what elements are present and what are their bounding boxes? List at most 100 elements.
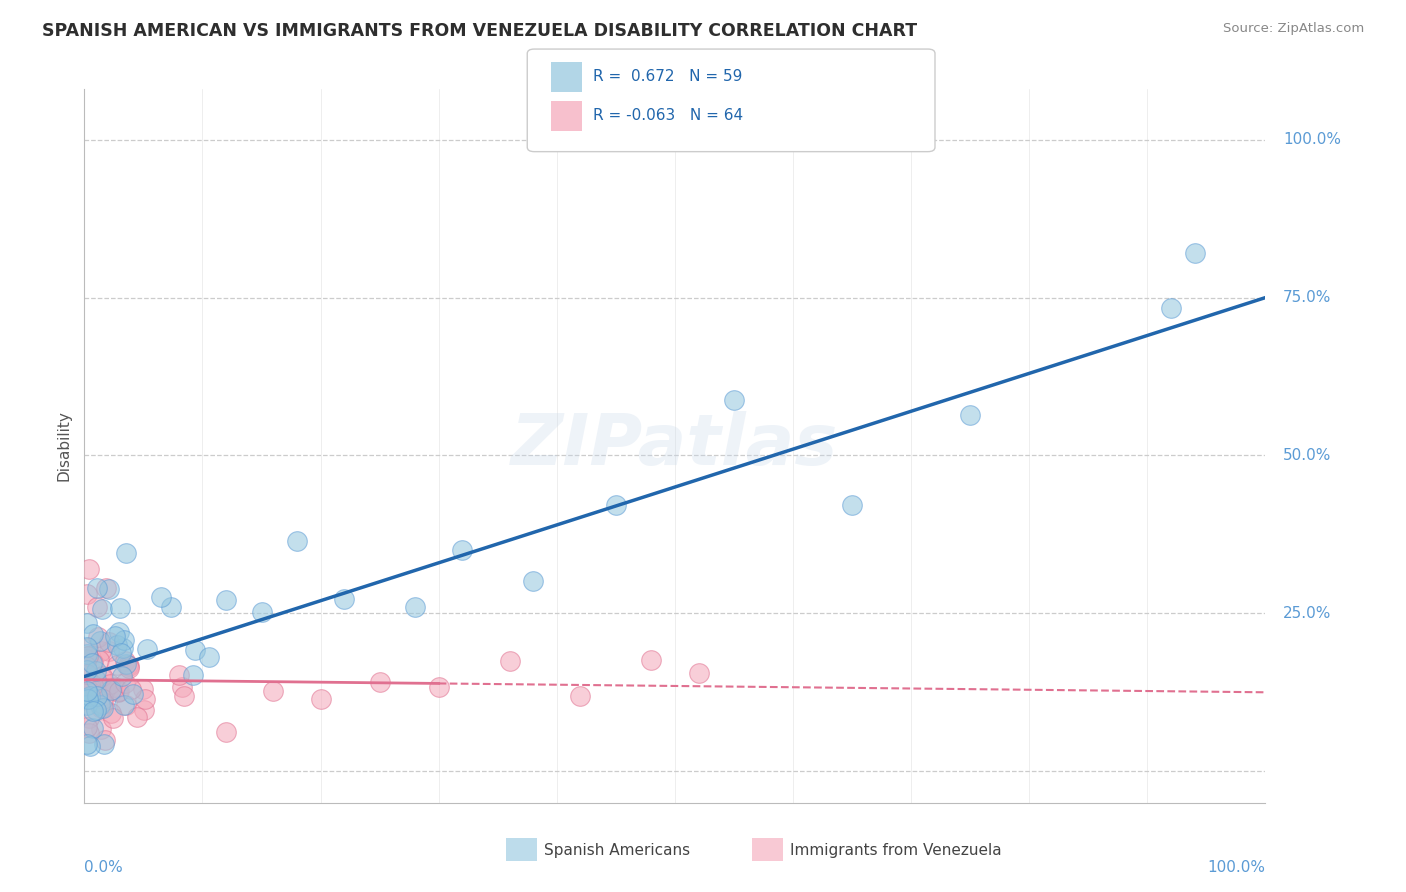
Text: Source: ZipAtlas.com: Source: ZipAtlas.com <box>1223 22 1364 36</box>
Point <box>98 644 121 658</box>
Text: 25.0%: 25.0% <box>1284 606 1331 621</box>
Point <box>522 574 544 589</box>
Point <box>132 681 155 696</box>
Point <box>107 685 129 699</box>
Point <box>76 663 98 677</box>
Point <box>82 678 104 692</box>
Point <box>76 691 98 706</box>
Point <box>105 639 128 653</box>
Text: Spanish Americans: Spanish Americans <box>544 843 690 857</box>
Point <box>90 644 112 658</box>
Point <box>118 661 141 675</box>
Point <box>309 692 332 706</box>
Point <box>93 701 115 715</box>
Point <box>250 605 273 619</box>
Point <box>84 664 107 678</box>
Point <box>93 732 115 747</box>
Point <box>149 591 172 605</box>
Point <box>104 681 127 695</box>
Point <box>97 582 120 596</box>
Text: 50.0%: 50.0% <box>1284 448 1331 463</box>
Point <box>82 721 104 735</box>
Point <box>1160 301 1182 315</box>
Text: R = -0.063   N = 64: R = -0.063 N = 64 <box>593 109 744 123</box>
Point <box>215 724 238 739</box>
Point <box>100 683 122 698</box>
Point <box>368 675 391 690</box>
Point <box>498 654 520 668</box>
Point <box>97 635 120 649</box>
Point <box>76 648 98 663</box>
Point <box>79 739 101 753</box>
Point <box>605 499 627 513</box>
Point <box>77 641 100 656</box>
Point <box>77 691 100 706</box>
Point <box>640 653 662 667</box>
Point <box>79 682 101 697</box>
Point <box>120 682 142 697</box>
Point <box>215 593 238 607</box>
Point <box>77 726 100 740</box>
Point <box>172 680 194 694</box>
Text: 75.0%: 75.0% <box>1284 290 1331 305</box>
Point <box>91 692 114 706</box>
Point <box>77 710 100 724</box>
Point <box>79 562 101 576</box>
Point <box>90 701 112 715</box>
Point <box>75 658 97 673</box>
Point <box>76 647 98 661</box>
Point <box>84 703 107 717</box>
Point <box>87 653 110 667</box>
Point <box>111 669 134 683</box>
Point <box>100 706 122 720</box>
Point <box>93 737 115 751</box>
Point <box>100 683 122 698</box>
Point <box>82 627 104 641</box>
Point <box>688 666 710 681</box>
Text: ZIPatlas: ZIPatlas <box>512 411 838 481</box>
Point <box>198 650 221 665</box>
Point <box>76 587 98 601</box>
Point <box>285 534 308 549</box>
Point <box>87 630 110 644</box>
Point <box>117 657 139 672</box>
Point <box>1184 246 1206 260</box>
Point <box>104 629 127 643</box>
Point <box>451 543 474 558</box>
Point <box>117 659 139 673</box>
Point <box>333 592 356 607</box>
Point <box>86 581 108 595</box>
Text: SPANISH AMERICAN VS IMMIGRANTS FROM VENEZUELA DISABILITY CORRELATION CHART: SPANISH AMERICAN VS IMMIGRANTS FROM VENE… <box>42 22 917 40</box>
Point <box>98 677 121 691</box>
Point <box>86 600 108 615</box>
Point <box>181 667 204 681</box>
Point <box>90 670 112 684</box>
Point <box>112 698 135 712</box>
Text: R =  0.672   N = 59: R = 0.672 N = 59 <box>593 70 742 84</box>
Point <box>94 683 117 698</box>
Point <box>110 646 132 660</box>
Point <box>167 668 190 682</box>
Point <box>94 681 117 695</box>
Point <box>93 698 115 712</box>
Point <box>76 698 98 712</box>
Point <box>108 624 131 639</box>
Point <box>90 723 112 737</box>
Point <box>134 691 156 706</box>
Text: 100.0%: 100.0% <box>1284 132 1341 147</box>
Point <box>76 640 98 654</box>
Point <box>76 666 98 681</box>
Point <box>183 643 205 657</box>
Point <box>75 678 97 692</box>
Point <box>404 600 426 615</box>
Point <box>134 703 156 717</box>
Point <box>76 720 98 734</box>
Text: 0.0%: 0.0% <box>84 860 124 875</box>
Point <box>91 669 114 683</box>
Y-axis label: Disability: Disability <box>56 410 72 482</box>
Text: Immigrants from Venezuela: Immigrants from Venezuela <box>790 843 1002 857</box>
Point <box>114 698 136 712</box>
Point <box>427 680 450 694</box>
Point <box>159 599 181 614</box>
Point <box>80 656 103 670</box>
